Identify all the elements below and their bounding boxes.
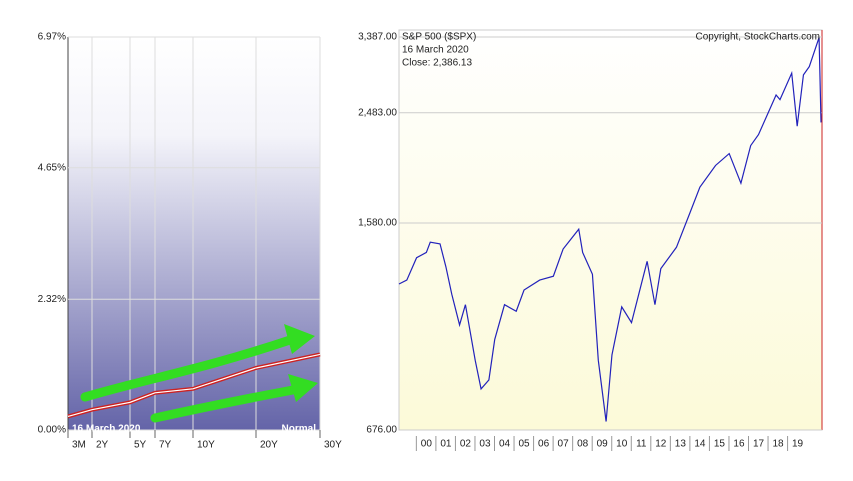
x-tick-label: 12: [655, 439, 667, 450]
x-tick-label: 10: [616, 439, 628, 450]
close-label: Close: 2,386.13: [402, 58, 472, 69]
x-tick-label: 03: [479, 439, 491, 450]
x-tick-label: 17: [753, 439, 765, 450]
x-tick-label: 30Y: [324, 440, 342, 451]
price-line: [398, 37, 822, 422]
x-tick-label: 07: [558, 439, 570, 450]
x-tick-label: 16: [733, 439, 745, 450]
x-tick-label: 11: [636, 439, 647, 450]
yield-curve-inner: [67, 353, 321, 418]
x-tick-label: 19: [792, 439, 804, 450]
y-tick-label: 2,483.00: [358, 107, 397, 118]
y-tick-label: 1,580.00: [358, 218, 397, 229]
curve-label: Normal: [282, 424, 317, 435]
x-tick-label: 5Y: [134, 440, 147, 451]
x-tick-label: 04: [499, 439, 511, 450]
date-label: 16 March 2020: [402, 45, 469, 56]
x-tick-label: 08: [577, 439, 589, 450]
x-tick-label: 01: [440, 439, 452, 450]
annotation-arrows: [80, 324, 318, 423]
y-tick-label: 0.00%: [38, 425, 66, 436]
y-tick-label: 676.00: [366, 425, 397, 436]
right-plot-bg: [398, 29, 823, 431]
date-label: 16 March 2020: [72, 424, 141, 435]
x-tick-label: 14: [694, 439, 706, 450]
y-tick-label: 3,387.00: [358, 32, 397, 43]
x-tick-label: 13: [675, 439, 687, 450]
x-tick-label: 15: [714, 439, 726, 450]
y-tick-label: 2.32%: [38, 294, 66, 305]
x-tick-label: 3M: [72, 440, 86, 451]
x-tick-label: 7Y: [159, 440, 172, 451]
x-tick-label: 18: [772, 439, 784, 450]
x-tick-label: 02: [460, 439, 472, 450]
x-tick-label: 05: [518, 439, 530, 450]
x-tick-label: 09: [597, 439, 609, 450]
source: Copyright, StockCharts.com: [696, 32, 821, 43]
x-tick-label: 2Y: [96, 440, 109, 451]
y-tick-label: 4.65%: [38, 162, 66, 173]
x-tick-label: 20Y: [260, 440, 278, 451]
x-tick-label: 06: [538, 439, 550, 450]
chart-title: S&P 500 ($SPX): [402, 32, 476, 43]
x-tick-label: 10Y: [197, 440, 215, 451]
y-tick-label: 6.97%: [38, 32, 66, 43]
x-tick-label: 00: [421, 439, 433, 450]
